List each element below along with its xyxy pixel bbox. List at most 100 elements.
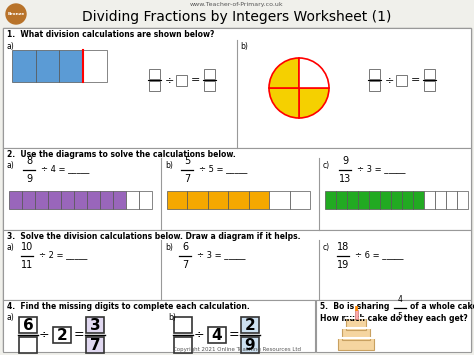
Bar bbox=[35, 191, 48, 209]
Text: 9: 9 bbox=[245, 338, 255, 353]
Bar bbox=[346, 318, 366, 330]
Bar bbox=[338, 338, 374, 350]
Text: 5: 5 bbox=[398, 312, 402, 321]
Bar bbox=[204, 69, 216, 79]
Text: ÷: ÷ bbox=[165, 75, 175, 85]
Bar bbox=[3, 300, 315, 352]
Bar bbox=[167, 191, 187, 209]
Bar bbox=[425, 69, 436, 79]
Bar bbox=[347, 191, 358, 209]
Text: ÷ 3 = _____: ÷ 3 = _____ bbox=[357, 164, 405, 173]
Bar bbox=[446, 191, 457, 209]
Text: c): c) bbox=[323, 243, 330, 252]
Circle shape bbox=[6, 4, 26, 24]
Text: a): a) bbox=[7, 42, 15, 51]
Bar bbox=[249, 191, 269, 209]
Bar bbox=[457, 191, 468, 209]
Bar bbox=[208, 327, 226, 343]
Text: a): a) bbox=[7, 313, 15, 322]
Bar bbox=[176, 75, 188, 86]
Text: b): b) bbox=[168, 313, 176, 322]
Text: ÷ 6 = _____: ÷ 6 = _____ bbox=[355, 250, 403, 259]
Bar bbox=[370, 81, 381, 91]
Text: =: = bbox=[73, 328, 84, 342]
Text: 6: 6 bbox=[182, 242, 188, 252]
Bar bbox=[61, 191, 74, 209]
Text: Dividing Fractions by Integers Worksheet (1): Dividing Fractions by Integers Worksheet… bbox=[82, 10, 392, 24]
Text: 2: 2 bbox=[56, 328, 67, 343]
Bar bbox=[342, 328, 370, 340]
Bar bbox=[174, 317, 192, 333]
Text: How much cake do they each get?: How much cake do they each get? bbox=[320, 314, 468, 323]
Wedge shape bbox=[299, 58, 329, 88]
Text: 2: 2 bbox=[245, 317, 255, 333]
Bar bbox=[336, 191, 347, 209]
Text: ÷ 2 = _____: ÷ 2 = _____ bbox=[39, 250, 87, 259]
Bar bbox=[3, 28, 471, 148]
Bar bbox=[228, 191, 249, 209]
Bar bbox=[60, 50, 83, 82]
Text: 18: 18 bbox=[337, 242, 349, 252]
Bar bbox=[269, 191, 290, 209]
Text: 5.  Bo is sharing: 5. Bo is sharing bbox=[320, 302, 389, 311]
Bar bbox=[358, 191, 369, 209]
Bar bbox=[74, 191, 87, 209]
Bar bbox=[48, 191, 61, 209]
Bar bbox=[22, 191, 35, 209]
Bar bbox=[391, 191, 402, 209]
Text: b): b) bbox=[240, 42, 248, 51]
Bar bbox=[3, 230, 471, 300]
Bar bbox=[36, 50, 60, 82]
Bar bbox=[204, 81, 216, 91]
Text: b): b) bbox=[165, 243, 173, 252]
Bar bbox=[139, 191, 152, 209]
Bar bbox=[425, 81, 436, 91]
Bar bbox=[126, 191, 139, 209]
Bar bbox=[370, 69, 381, 79]
Text: 7: 7 bbox=[90, 338, 100, 353]
Text: 7: 7 bbox=[182, 260, 188, 270]
Bar bbox=[316, 300, 471, 352]
Text: 3.  Solve the division calculations below. Draw a diagram if it helps.: 3. Solve the division calculations below… bbox=[7, 232, 301, 241]
Bar bbox=[241, 337, 259, 353]
Bar bbox=[19, 317, 37, 333]
Bar bbox=[174, 337, 192, 353]
Text: ÷ 3 = _____: ÷ 3 = _____ bbox=[197, 250, 246, 259]
Text: 10: 10 bbox=[21, 242, 33, 252]
Text: a): a) bbox=[7, 161, 15, 170]
Bar bbox=[241, 317, 259, 333]
Bar bbox=[86, 317, 104, 333]
Text: of a whole cake with her brother.: of a whole cake with her brother. bbox=[410, 302, 474, 311]
Bar bbox=[100, 191, 113, 209]
Text: 4.  Find the missing digits to complete each calculation.: 4. Find the missing digits to complete e… bbox=[7, 302, 250, 311]
Bar bbox=[402, 191, 413, 209]
Text: 4: 4 bbox=[398, 295, 402, 304]
Bar bbox=[12, 50, 36, 82]
Text: =: = bbox=[411, 75, 421, 85]
Text: Copyright 2021 Online Teaching Resources Ltd: Copyright 2021 Online Teaching Resources… bbox=[173, 347, 301, 352]
Bar bbox=[413, 191, 424, 209]
Text: ÷: ÷ bbox=[194, 328, 204, 342]
Text: =: = bbox=[228, 328, 239, 342]
Bar bbox=[83, 50, 107, 82]
Text: www.Teacher-of-Primary.co.uk: www.Teacher-of-Primary.co.uk bbox=[190, 2, 284, 7]
Bar bbox=[355, 310, 358, 319]
Bar bbox=[86, 337, 104, 353]
Text: 7: 7 bbox=[184, 174, 190, 184]
Text: b): b) bbox=[165, 161, 173, 170]
Bar bbox=[149, 69, 161, 79]
Bar bbox=[3, 148, 471, 230]
Text: 1.  What division calculations are shown below?: 1. What division calculations are shown … bbox=[7, 30, 214, 39]
Text: 2.  Use the diagrams to solve the calculations below.: 2. Use the diagrams to solve the calcula… bbox=[7, 150, 236, 159]
Bar bbox=[290, 191, 310, 209]
Bar bbox=[435, 191, 446, 209]
Bar bbox=[87, 191, 100, 209]
Bar bbox=[19, 337, 37, 353]
Text: Bronze: Bronze bbox=[8, 12, 25, 16]
Text: a): a) bbox=[7, 243, 15, 252]
Text: ÷ 4 = _____: ÷ 4 = _____ bbox=[41, 164, 90, 173]
Bar bbox=[149, 81, 161, 91]
Text: 9: 9 bbox=[26, 174, 32, 184]
Text: ÷ 5 = _____: ÷ 5 = _____ bbox=[199, 164, 247, 173]
Text: 5: 5 bbox=[184, 156, 190, 166]
